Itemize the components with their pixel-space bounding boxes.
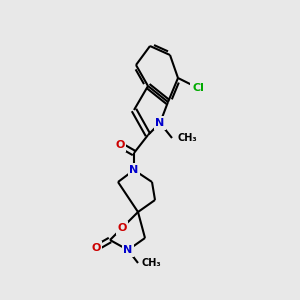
Text: O: O — [115, 140, 125, 150]
Text: N: N — [123, 245, 133, 255]
Text: N: N — [129, 165, 139, 175]
Text: Cl: Cl — [192, 83, 204, 93]
Text: CH₃: CH₃ — [178, 133, 198, 143]
Text: N: N — [155, 118, 165, 128]
Text: CH₃: CH₃ — [142, 258, 162, 268]
Text: O: O — [117, 223, 127, 233]
Text: O: O — [91, 243, 101, 253]
